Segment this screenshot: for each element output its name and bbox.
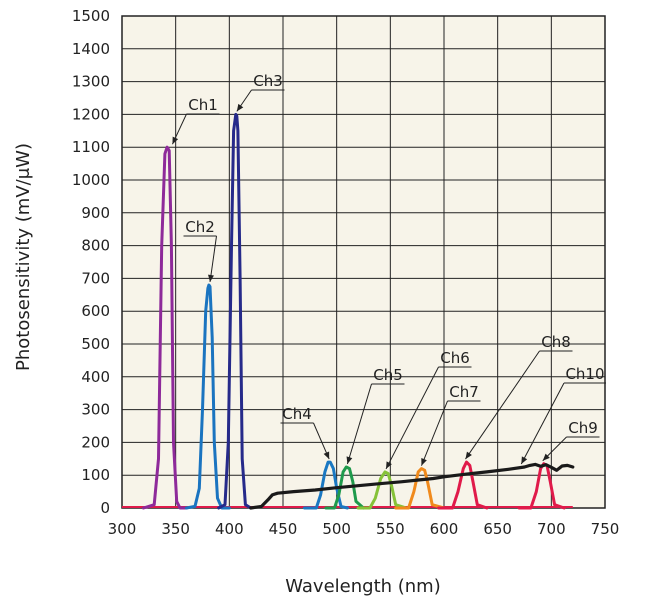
y-tick-label: 100 <box>81 466 110 484</box>
callout-arrowhead <box>521 456 528 464</box>
callout-label-ch10: Ch10 <box>565 365 604 383</box>
series-ch5 <box>324 465 365 510</box>
y-tick-label: 400 <box>81 368 110 386</box>
x-tick-label: 500 <box>322 520 351 538</box>
callout-label-ch2: Ch2 <box>185 218 215 236</box>
series-layer <box>122 112 575 510</box>
x-tick-label: 700 <box>537 520 566 538</box>
callout-label-ch8: Ch8 <box>541 333 571 351</box>
x-tick-label: 450 <box>269 520 298 538</box>
callout-label-ch6: Ch6 <box>440 349 470 367</box>
x-tick-label: 650 <box>483 520 512 538</box>
callout-label-ch5: Ch5 <box>373 366 403 384</box>
callout-label-ch9: Ch9 <box>568 419 598 437</box>
x-axis-title: Wavelength (nm) <box>285 576 441 597</box>
callouts: Ch1 Ch2 Ch3 Ch4 Ch5 Ch6 Ch7 Ch8 Ch9 Ch10 <box>171 72 606 470</box>
series-ch2 <box>184 283 231 510</box>
y-tick-label: 500 <box>81 335 110 353</box>
y-tick-label: 1400 <box>72 40 110 58</box>
callout-leader <box>465 350 540 460</box>
callout-leader <box>385 366 439 470</box>
x-tick-label: 400 <box>215 520 244 538</box>
y-tick-label: 0 <box>100 499 110 517</box>
y-tick-label: 300 <box>81 401 110 419</box>
x-tick-label: 300 <box>108 520 137 538</box>
callout-arrowhead <box>208 274 214 282</box>
y-tick-label: 1300 <box>72 73 110 91</box>
y-tick-label: 800 <box>81 237 110 255</box>
plot-background <box>122 16 605 508</box>
y-tick-label: 200 <box>81 433 110 451</box>
callout-arrowhead <box>172 136 179 145</box>
callout-arrowhead <box>542 453 550 461</box>
series-ch6 <box>356 470 408 510</box>
x-tick-label: 350 <box>161 520 190 538</box>
series-ch1 <box>142 145 188 510</box>
y-tick-label: 600 <box>81 302 110 320</box>
x-tick-label: 600 <box>430 520 459 538</box>
ticks: 300 350 400 450 500 550 600 650 700 750 0 100 200 300… <box>72 7 620 538</box>
y-tick-label: 1100 <box>72 138 110 156</box>
series-ch10 <box>249 462 575 510</box>
callout-arrowhead <box>465 451 472 460</box>
callout-label-ch3: Ch3 <box>253 72 283 90</box>
y-tick-label: 900 <box>81 204 110 222</box>
callout-label-ch7: Ch7 <box>449 383 479 401</box>
series-ch3 <box>217 112 253 510</box>
y-axis-title: Photosensitivity (mV/μW) <box>13 143 34 371</box>
series-ch7 <box>394 467 446 510</box>
series-ch8 <box>437 460 489 510</box>
callout-label-ch1: Ch1 <box>188 96 218 114</box>
callout-arrowhead <box>386 461 392 469</box>
y-tick-label: 700 <box>81 269 110 287</box>
x-tick-label: 750 <box>591 520 620 538</box>
callout-leader <box>346 383 372 465</box>
callout-leader <box>420 400 448 466</box>
callout-leader <box>520 382 565 465</box>
y-tick-label: 1500 <box>72 7 110 25</box>
x-tick-label: 550 <box>376 520 405 538</box>
callout-arrowhead <box>236 103 244 112</box>
callout-arrowhead <box>346 456 353 464</box>
callout-arrowhead <box>421 458 427 466</box>
callout-arrowhead <box>323 451 330 460</box>
y-tick-label: 1000 <box>72 171 110 189</box>
callout-label-ch4: Ch4 <box>282 405 312 423</box>
y-tick-label: 1200 <box>72 105 110 123</box>
callout-leader <box>209 235 217 283</box>
